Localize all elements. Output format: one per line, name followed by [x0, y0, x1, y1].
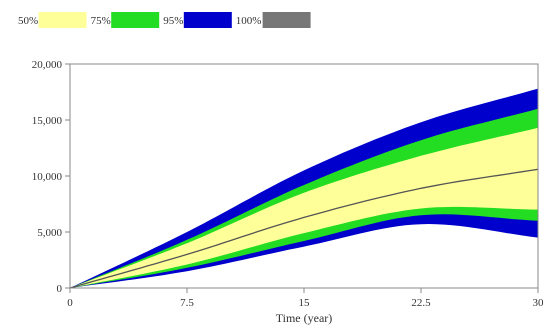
- legend-label: 50%: [18, 15, 38, 27]
- x-tick-label: 15: [299, 297, 311, 309]
- x-tick-label: 7.5: [180, 297, 194, 309]
- y-tick-label: 0: [57, 283, 63, 295]
- legend-swatch: [184, 12, 232, 28]
- x-tick-label: 0: [67, 297, 73, 309]
- legend-label: 100%: [236, 15, 262, 27]
- confidence-bands: [70, 89, 538, 288]
- legend-swatch: [263, 12, 311, 28]
- x-tick-label: 22.5: [411, 297, 431, 309]
- y-tick-label: 5,000: [37, 227, 62, 239]
- legend-label: 75%: [91, 15, 111, 27]
- y-tick-label: 15,000: [32, 115, 63, 127]
- x-axis-label: Time (year): [276, 311, 333, 325]
- y-tick-label: 20,000: [32, 59, 63, 71]
- legend-label: 95%: [163, 15, 183, 27]
- legend-swatch: [39, 12, 87, 28]
- x-tick-label: 30: [533, 297, 545, 309]
- y-tick-label: 10,000: [32, 171, 63, 183]
- legend-swatch: [111, 12, 159, 28]
- legend: 50% 75% 95% 100%: [18, 12, 311, 28]
